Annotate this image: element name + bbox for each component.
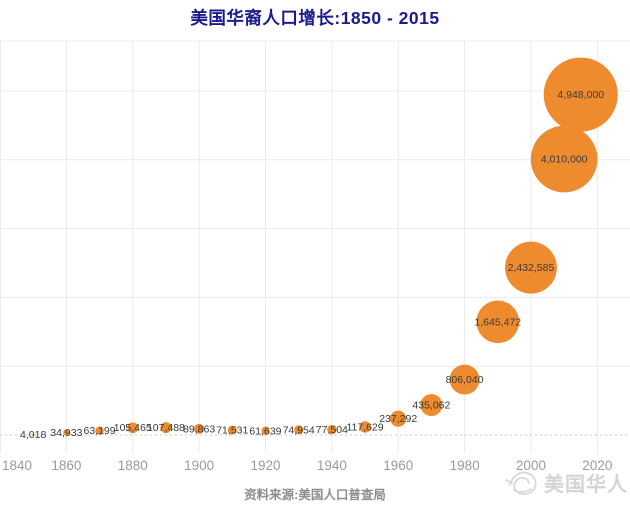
bubble: [95, 426, 104, 435]
x-tick-label: 1920: [250, 458, 280, 473]
x-tick-label: 1880: [118, 458, 148, 473]
x-tick-label: 1960: [383, 458, 413, 473]
source-caption: 资料来源:美国人口普查局: [244, 488, 386, 502]
x-tick-label: 1900: [184, 458, 214, 473]
chart-title: 美国华裔人口增长:1850 - 2015: [190, 8, 440, 28]
bubble: [359, 421, 371, 433]
bubble: [227, 425, 237, 435]
bubble-label: 2,432,585: [508, 262, 555, 274]
bubble-label: 89,863: [183, 423, 215, 435]
bubble: [476, 300, 520, 344]
bubble: [420, 394, 443, 417]
bubble: [543, 57, 618, 132]
bubble: [505, 241, 557, 294]
bubble-label: 61,639: [249, 425, 281, 437]
bubble: [261, 426, 270, 435]
bubble: [160, 422, 172, 434]
bubble: [31, 433, 35, 436]
x-tick-label: 1840: [2, 458, 32, 473]
bubble: [327, 425, 337, 435]
bubble: [63, 429, 70, 436]
bubble: [127, 422, 139, 434]
x-tick-label: 2020: [582, 458, 612, 473]
bubble-label: 1,645,472: [474, 316, 521, 328]
bubble-label: 4,018: [20, 429, 46, 441]
bubble-label: 77,504: [316, 424, 348, 436]
bubble-label: 4,948,000: [557, 89, 604, 101]
bubble-label: 63,199: [83, 425, 115, 437]
bubble: [449, 364, 480, 395]
bubble-label: 34,933: [50, 427, 82, 439]
bubble-label: 237,292: [379, 413, 417, 425]
bubble-label: 74,954: [283, 424, 315, 436]
bubble: [390, 410, 407, 427]
bubble-label: 117,629: [346, 421, 383, 433]
x-tick-label: 1860: [51, 458, 81, 473]
bubble: [530, 125, 598, 193]
bubble: [194, 423, 205, 434]
bubble-label: 435,062: [412, 400, 450, 412]
scribble-logo-icon: [505, 471, 537, 496]
bubble-label: 105,465: [114, 422, 152, 434]
bubble-label: 107,488: [147, 422, 185, 434]
x-tick-label: 1940: [317, 458, 347, 473]
bubble: [294, 425, 304, 435]
watermark: 美国华人: [504, 465, 628, 499]
x-tick-label: 1980: [450, 458, 480, 473]
x-tick-label: 2000: [516, 458, 546, 473]
bubble-label: 806,040: [446, 374, 484, 386]
bubble-label: 71,531: [216, 425, 248, 437]
watermark-label: 美国华人: [544, 473, 628, 496]
bubble-label: 4,010,000: [541, 154, 588, 166]
